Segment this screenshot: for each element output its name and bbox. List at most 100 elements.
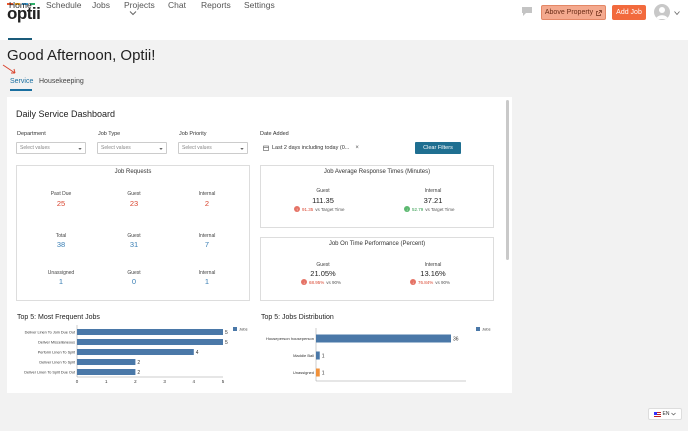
- avatar[interactable]: [654, 4, 670, 20]
- job-priority-label: Job Priority: [179, 131, 207, 137]
- data-label: 5: [225, 340, 228, 346]
- tick-label: 20: [388, 383, 394, 384]
- stat-value[interactable]: 2: [204, 199, 210, 208]
- legend-swatch: [233, 327, 237, 331]
- nav-settings[interactable]: Settings: [244, 0, 275, 10]
- bar: [77, 329, 223, 335]
- chevron-down-icon: [78, 148, 82, 150]
- delta-value: 68.95%: [309, 279, 325, 285]
- stat-value[interactable]: 31: [129, 240, 139, 249]
- tick-label: 3: [163, 379, 166, 384]
- arrow-down-icon: ↓: [404, 206, 410, 212]
- nav-schedule[interactable]: Schedule: [46, 0, 82, 10]
- delta-indicator: ↓ 68.95% vs 90%: [301, 279, 341, 285]
- date-added-field[interactable]: Last 2 days including today (0... ×: [260, 142, 372, 154]
- category-label: Deliver Miscellaneous: [38, 340, 75, 344]
- department-select-value: Select values: [20, 145, 50, 151]
- stat-value: 37.21: [423, 196, 443, 205]
- user-icon: [656, 7, 668, 19]
- stat-value[interactable]: 0: [131, 277, 137, 286]
- bar: [316, 351, 320, 360]
- stat-label: Total: [55, 233, 67, 239]
- nav-chat[interactable]: Chat: [168, 0, 186, 10]
- stat-label: Internal: [424, 262, 442, 268]
- job-type-select-value: Select values: [101, 145, 131, 151]
- chart-title: Top 5: Most Frequent Jobs: [17, 314, 100, 321]
- stat-value[interactable]: 1: [58, 277, 64, 286]
- tick-label: 10: [351, 383, 357, 384]
- stat-label: Internal: [424, 188, 442, 194]
- greeting-title: Good Afternoon, Optii!: [7, 47, 156, 64]
- nav-projects[interactable]: Projects: [124, 0, 155, 10]
- job-priority-select-value: Select values: [182, 145, 212, 151]
- bar: [77, 339, 223, 345]
- stat-value: 13.16%: [420, 269, 446, 278]
- stat-label: Guest: [316, 188, 330, 194]
- stat-value: 21.05%: [310, 269, 336, 278]
- job-requests-title: Job Requests: [114, 169, 152, 175]
- nav-reports[interactable]: Reports: [201, 0, 231, 10]
- data-label: 1: [322, 353, 325, 359]
- tab-housekeeping[interactable]: Housekeeping: [39, 78, 84, 85]
- stat-value[interactable]: 7: [204, 240, 210, 249]
- scrollbar[interactable]: [506, 100, 509, 260]
- stat-value[interactable]: 1: [204, 277, 210, 286]
- tab-active-indicator: [10, 89, 32, 91]
- app-logo[interactable]: optii: [7, 4, 41, 23]
- bar: [77, 369, 136, 375]
- job-type-select[interactable]: Select values: [97, 142, 167, 154]
- category-label: Houseperson houseperson: [266, 336, 314, 341]
- stat-label: Guest: [316, 262, 330, 268]
- data-label: 1: [322, 370, 325, 376]
- arrow-down-icon: ↓: [410, 279, 416, 285]
- language-label: EN: [662, 411, 670, 417]
- clear-filters-button[interactable]: Clear Filters: [415, 142, 461, 154]
- stat-value[interactable]: 38: [56, 240, 66, 249]
- tab-service[interactable]: Service: [10, 78, 34, 85]
- jobs-distribution-card: Top 5: Jobs Distribution Houseperson hou…: [260, 312, 494, 384]
- category-label: Maddie Ball: [293, 353, 314, 358]
- clear-date-icon[interactable]: ×: [355, 145, 359, 151]
- add-job-button[interactable]: Add Job: [612, 5, 646, 20]
- job-requests-card: Job Requests Past Due 25 Guest 23 Intern…: [16, 165, 250, 301]
- date-added-label: Date Added: [260, 131, 289, 137]
- delta-vs: vs Target Time: [315, 206, 345, 212]
- stat-label: Unassigned: [47, 270, 75, 276]
- tick-label: 0: [76, 379, 79, 384]
- chevron-down-icon: [159, 148, 163, 150]
- legend-label: Jobs: [482, 327, 490, 332]
- chevron-down-icon[interactable]: [674, 10, 680, 16]
- tick-label: 4: [193, 379, 196, 384]
- data-label: 36: [453, 336, 459, 342]
- department-label: Department: [17, 131, 46, 137]
- external-link-icon: [596, 9, 602, 16]
- category-label: Deliver Linen To Join Due Out: [25, 330, 76, 334]
- frequent-jobs-card: Top 5: Most Frequent Jobs Deliver Linen …: [16, 312, 250, 384]
- delta-indicator: ↑ 91.35 vs Target Time: [294, 206, 344, 212]
- stat-value[interactable]: 23: [129, 199, 139, 208]
- stat-label: Internal: [198, 233, 216, 239]
- arrow-down-icon: ↓: [301, 279, 307, 285]
- response-times-title: Job Average Response Times (Minutes): [323, 169, 431, 175]
- response-times-card: Job Average Response Times (Minutes) Gue…: [260, 165, 494, 228]
- job-priority-select[interactable]: Select values: [178, 142, 248, 154]
- on-time-title: Job On Time Performance (Percent): [328, 241, 426, 247]
- property-button[interactable]: Above Property: [541, 5, 606, 20]
- department-select[interactable]: Select values: [16, 142, 86, 154]
- nav-home[interactable]: Home: [9, 0, 32, 10]
- chat-icon[interactable]: [521, 6, 533, 17]
- nav-jobs[interactable]: Jobs: [92, 0, 110, 10]
- data-label: 4: [196, 350, 199, 356]
- jobs-distribution-chart: Houseperson houseperson 36 Maddie Ball 1 Una…: [266, 327, 491, 385]
- property-button-label: Above Property: [544, 9, 594, 16]
- language-selector[interactable]: EN: [648, 408, 682, 420]
- annotation-arrow-icon: [2, 64, 16, 74]
- tick-label: 2: [134, 379, 137, 384]
- stat-value[interactable]: 25: [56, 199, 66, 208]
- stat-label: Guest: [127, 233, 141, 239]
- legend-label: Jobs: [239, 327, 247, 332]
- chevron-down-icon: [671, 412, 677, 416]
- tick-label: 5: [222, 379, 225, 384]
- data-label: 2: [137, 370, 140, 376]
- chevron-down-icon[interactable]: [129, 9, 137, 17]
